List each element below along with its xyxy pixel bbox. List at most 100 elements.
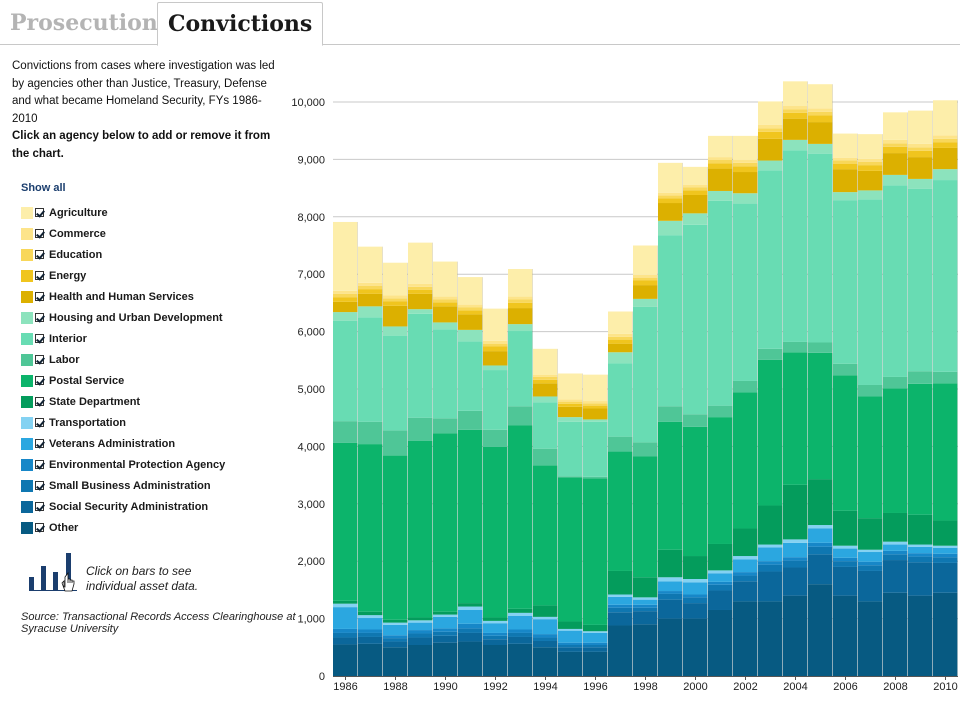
- bar-segment[interactable]: [908, 371, 933, 384]
- bar-segment[interactable]: [683, 597, 708, 604]
- bar-segment[interactable]: [633, 456, 658, 578]
- bar-segment[interactable]: [783, 81, 808, 107]
- bar-segment[interactable]: [358, 282, 383, 286]
- bar-segment[interactable]: [508, 608, 533, 613]
- bar-segment[interactable]: [483, 635, 508, 640]
- bar-segment[interactable]: [833, 548, 858, 558]
- bar-segment[interactable]: [683, 194, 708, 214]
- bar-segment[interactable]: [333, 293, 358, 298]
- bar-segment[interactable]: [658, 577, 683, 582]
- bar-segment[interactable]: [783, 106, 808, 110]
- bar-segment[interactable]: [833, 510, 858, 546]
- tab-prosecutions[interactable]: Prosecutions: [10, 10, 171, 36]
- bar-segment[interactable]: [383, 455, 408, 620]
- bar-segment[interactable]: [808, 528, 833, 543]
- bar-segment[interactable]: [808, 554, 833, 585]
- bar-segment[interactable]: [933, 142, 958, 148]
- bar-segment[interactable]: [508, 643, 533, 676]
- checkmark-icon[interactable]: [35, 271, 44, 280]
- bar-segment[interactable]: [733, 392, 758, 529]
- bar-segment[interactable]: [733, 172, 758, 194]
- bar-segment[interactable]: [908, 143, 933, 148]
- bar-segment[interactable]: [508, 269, 533, 297]
- bar-segment[interactable]: [708, 157, 733, 160]
- bar-segment[interactable]: [383, 638, 408, 642]
- bar-segment[interactable]: [658, 235, 683, 407]
- bar-segment[interactable]: [358, 421, 383, 445]
- bar-segment[interactable]: [908, 188, 933, 372]
- bar-segment[interactable]: [558, 642, 583, 646]
- bar-segment[interactable]: [383, 619, 408, 623]
- tab-convictions[interactable]: Convictions: [157, 2, 324, 46]
- bar-segment[interactable]: [908, 595, 933, 676]
- bar-segment[interactable]: [583, 651, 608, 676]
- bar-segment[interactable]: [758, 359, 783, 506]
- bar-segment[interactable]: [708, 573, 733, 582]
- bar-segment[interactable]: [533, 348, 558, 375]
- legend-item-education[interactable]: Education: [21, 244, 225, 265]
- bar-segment[interactable]: [508, 632, 533, 637]
- bar-segment[interactable]: [508, 296, 533, 300]
- bar-segment[interactable]: [458, 609, 483, 624]
- bar-segment[interactable]: [783, 560, 808, 568]
- bar-segment[interactable]: [458, 314, 483, 330]
- bar-segment[interactable]: [458, 304, 483, 308]
- bar-segment[interactable]: [733, 556, 758, 560]
- bar-segment[interactable]: [683, 190, 708, 195]
- bar-segment[interactable]: [633, 280, 658, 286]
- bar-segment[interactable]: [908, 383, 933, 515]
- bar-segment[interactable]: [433, 306, 458, 323]
- bar-segment[interactable]: [533, 634, 558, 638]
- bar-segment[interactable]: [558, 645, 583, 648]
- bar-segment[interactable]: [633, 306, 658, 443]
- checkmark-icon[interactable]: [35, 502, 44, 511]
- bar-segment[interactable]: [383, 335, 408, 431]
- bar-segment[interactable]: [408, 417, 433, 441]
- bar-segment[interactable]: [808, 546, 833, 555]
- bar-segment[interactable]: [383, 305, 408, 327]
- bar-segment[interactable]: [683, 556, 708, 579]
- checkmark-icon[interactable]: [35, 313, 44, 322]
- bar-segment[interactable]: [933, 592, 958, 676]
- bar-segment[interactable]: [883, 185, 908, 377]
- bar-segment[interactable]: [608, 311, 633, 334]
- legend-item-transportation[interactable]: Transportation: [21, 412, 225, 433]
- bar-segment[interactable]: [683, 166, 708, 185]
- bar-segment[interactable]: [883, 560, 908, 593]
- bar-segment[interactable]: [683, 187, 708, 191]
- bar-segment[interactable]: [408, 293, 433, 310]
- bar-segment[interactable]: [658, 591, 683, 594]
- bar-segment[interactable]: [908, 556, 933, 563]
- bar-segment[interactable]: [783, 150, 808, 342]
- bar-segment[interactable]: [483, 639, 508, 646]
- bar-segment[interactable]: [683, 213, 708, 225]
- checkmark-icon[interactable]: [35, 460, 44, 469]
- bar-segment[interactable]: [408, 630, 433, 634]
- bar-segment[interactable]: [333, 600, 358, 604]
- bar-segment[interactable]: [458, 606, 483, 610]
- checkmark-icon[interactable]: [35, 292, 44, 301]
- bar-segment[interactable]: [683, 578, 708, 583]
- bar-segment[interactable]: [533, 383, 558, 397]
- bar-segment[interactable]: [908, 553, 933, 557]
- bar-segment[interactable]: [358, 317, 383, 422]
- bar-segment[interactable]: [558, 403, 583, 407]
- bar-segment[interactable]: [833, 200, 858, 364]
- bar-segment[interactable]: [808, 153, 833, 343]
- bar-segment[interactable]: [483, 632, 508, 636]
- bar-segment[interactable]: [508, 299, 533, 303]
- checkmark-icon[interactable]: [35, 523, 44, 532]
- bar-segment[interactable]: [858, 396, 883, 519]
- bar-segment[interactable]: [858, 170, 883, 191]
- bar-segment[interactable]: [783, 542, 808, 558]
- bar-segment[interactable]: [833, 157, 858, 161]
- bar-segment[interactable]: [408, 633, 433, 638]
- bar-segment[interactable]: [508, 324, 533, 332]
- bar-segment[interactable]: [733, 572, 758, 576]
- bar-segment[interactable]: [758, 601, 783, 676]
- bar-segment[interactable]: [883, 592, 908, 676]
- bar-segment[interactable]: [883, 153, 908, 175]
- bar-segment[interactable]: [783, 341, 808, 353]
- bar-segment[interactable]: [858, 165, 883, 171]
- bar-segment[interactable]: [533, 396, 558, 403]
